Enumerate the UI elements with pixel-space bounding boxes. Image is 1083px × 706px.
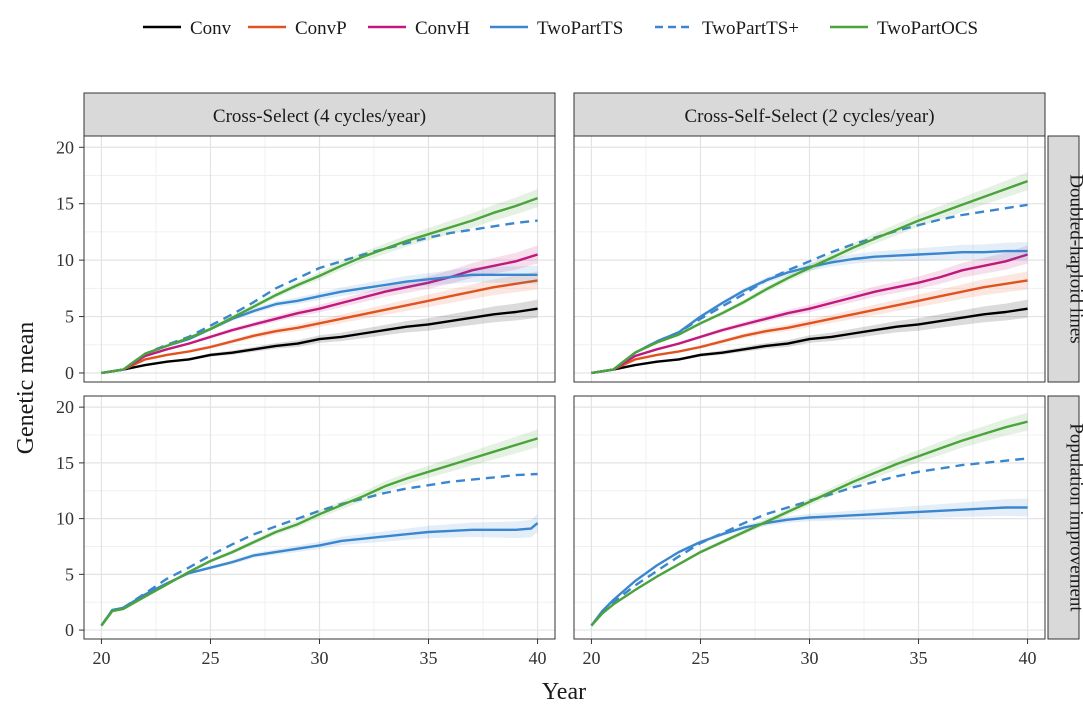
panel-1: 0 5 10 15 20 — [56, 135, 556, 383]
series-twopartocs — [101, 196, 539, 375]
y-tick-label: 15 — [56, 194, 74, 214]
x-tick-label: 40 — [529, 648, 547, 668]
panel-3: 0 5 10 15 20 20 25 30 35 40 — [56, 395, 556, 668]
series-twopartts — [100, 472, 538, 627]
y-tick-label: 10 — [56, 250, 74, 270]
row-strip-1 — [1047, 135, 1080, 383]
legend: Conv ConvP ConvH TwoPartTS TwoPartTS+ TwoPart… — [143, 18, 978, 39]
panel-border — [83, 135, 556, 383]
y-tick-label: 5 — [65, 307, 74, 327]
x-tick-label: 35 — [910, 648, 928, 668]
series-twopartts — [590, 457, 1028, 627]
y-axis-title: Genetic mean — [13, 322, 39, 455]
x-axis-title: Year — [542, 679, 586, 705]
band-twopartts — [101, 265, 538, 374]
panels: Cross-Select (4 cycles/year) Cross-Self-S… — [56, 92, 1083, 668]
x-tick-label: 30 — [801, 648, 819, 668]
column-strip-2 — [573, 92, 1046, 137]
series-twopartocs — [100, 437, 538, 627]
x-tick-label: 40 — [1019, 648, 1037, 668]
row-strip-2 — [1047, 395, 1080, 640]
band-twopartocs — [101, 429, 538, 627]
series-convp — [101, 279, 538, 375]
series-convh — [101, 253, 538, 375]
panel-2 — [573, 135, 1046, 383]
x-tick-label: 35 — [420, 648, 438, 668]
y-tick-label: 0 — [65, 363, 74, 383]
series-conv — [591, 307, 1028, 375]
column-strip-1 — [83, 92, 556, 137]
series-twopartocs — [590, 420, 1028, 627]
panel-4: 20 25 30 35 40 — [573, 395, 1046, 668]
panel-border — [573, 135, 1046, 383]
legend-label-conv: Conv — [190, 18, 232, 39]
series-convh — [591, 253, 1028, 375]
column-strip-label-2: Cross-Self-Select (2 cycles/year) — [684, 106, 934, 127]
x-tick-label: 25 — [201, 648, 219, 668]
legend-label-twopartocs: TwoPartOCS — [877, 18, 978, 39]
legend-label-convp: ConvP — [295, 18, 347, 39]
series-convp — [591, 279, 1028, 375]
y-tick-label: 10 — [56, 509, 74, 529]
row-strip-label-2: Population improvement — [1066, 423, 1083, 612]
y-tick-label: 5 — [65, 564, 74, 584]
legend-label-twopartts: TwoPartTS — [537, 18, 623, 39]
band-twopartts — [591, 498, 1028, 627]
y-tick-label: 20 — [56, 397, 74, 417]
y-tick-label: 20 — [56, 137, 74, 157]
series-conv — [101, 307, 538, 375]
series-twopartocs — [591, 179, 1029, 375]
y-tick-label: 15 — [56, 453, 74, 473]
series-twopartts — [100, 522, 539, 627]
x-tick-label: 25 — [691, 648, 709, 668]
legend-label-twopartts: TwoPartTS+ — [702, 18, 799, 39]
series-twopartts — [590, 506, 1028, 627]
series-twopartts — [591, 203, 1028, 375]
y-tick-label: 0 — [65, 620, 74, 640]
x-tick-label: 30 — [311, 648, 329, 668]
x-tick-label: 20 — [582, 648, 600, 668]
band-twopartts — [101, 514, 538, 627]
legend-label-convh: ConvH — [415, 18, 470, 39]
x-tick-label: 20 — [92, 648, 110, 668]
row-strip-label-1: Doubled-haploid lines — [1066, 174, 1083, 343]
column-strip-label-1: Cross-Select (4 cycles/year) — [213, 106, 426, 127]
